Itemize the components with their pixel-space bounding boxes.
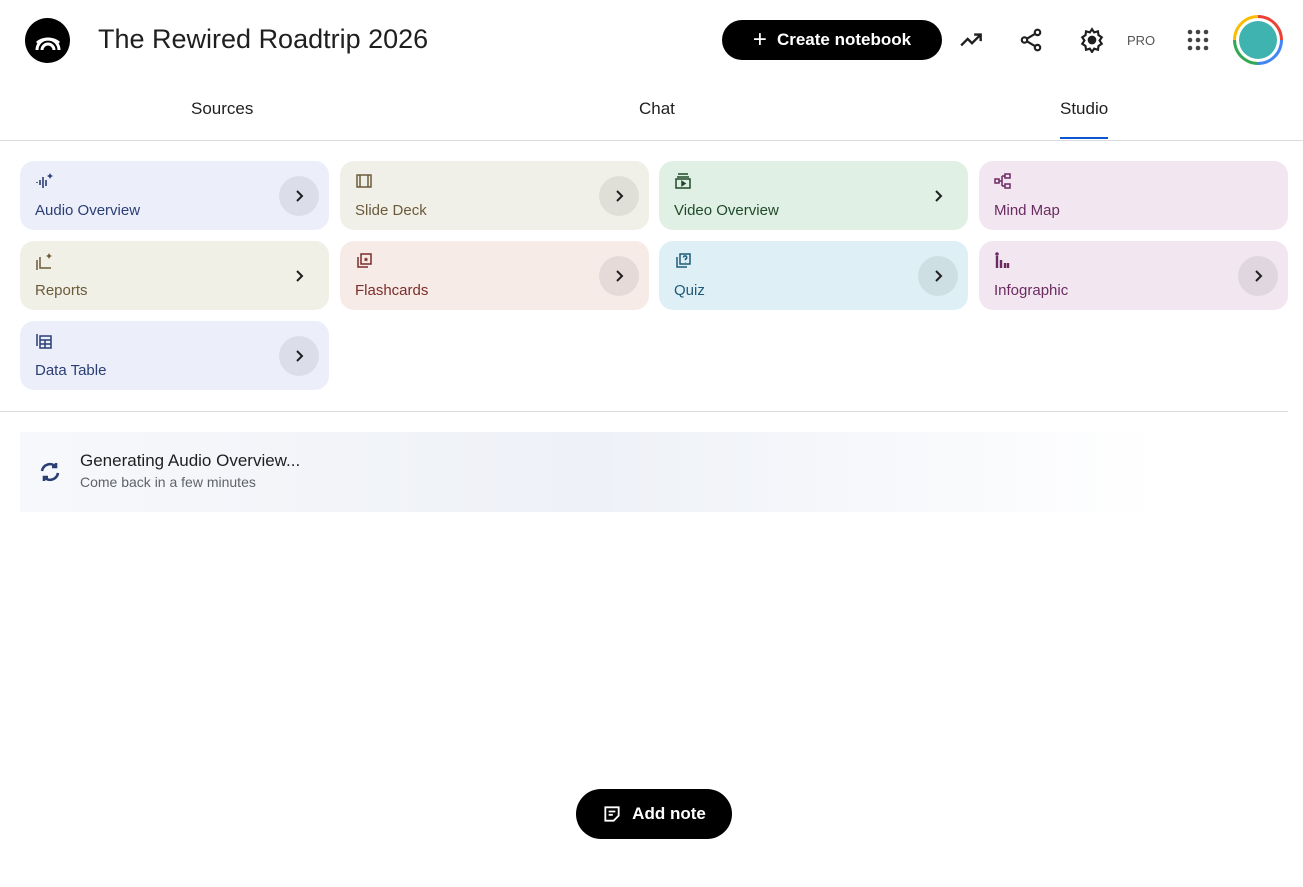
flashcards-icon xyxy=(357,253,372,268)
studio-tool-reports[interactable]: Reports xyxy=(20,241,329,310)
header: The Rewired Roadtrip 2026 + Create notebo… xyxy=(0,0,1303,80)
infographic-icon xyxy=(995,252,1010,268)
studio-tool-quiz[interactable]: Quiz xyxy=(659,241,968,310)
divider xyxy=(0,411,1288,412)
studio-tool-infographic[interactable]: Infographic xyxy=(979,241,1288,310)
pro-badge: PRO xyxy=(1127,33,1156,48)
chevron-right-icon[interactable] xyxy=(918,256,958,296)
studio-tool-label: Audio Overview xyxy=(35,202,141,219)
chevron-right-icon[interactable] xyxy=(1238,256,1278,296)
avatar[interactable] xyxy=(1233,15,1283,65)
create-notebook-label: Create notebook xyxy=(776,30,912,49)
studio-tool-label: Data Table xyxy=(35,362,107,379)
add-note-label: Add note xyxy=(632,804,706,823)
chevron-right-icon[interactable] xyxy=(599,256,639,296)
data-table-icon xyxy=(36,334,52,349)
generating-audio-overview-item: Generating Audio Overview... Come back i… xyxy=(20,432,1288,512)
tab-sources[interactable]: Sources xyxy=(191,99,254,118)
studio-tool-label: Infographic xyxy=(994,282,1069,299)
chevron-right-icon[interactable] xyxy=(279,256,319,296)
chevron-right-icon[interactable] xyxy=(918,176,958,216)
notebook-title[interactable]: The Rewired Roadtrip 2026 xyxy=(98,24,429,54)
chevron-right-icon[interactable] xyxy=(279,176,319,216)
chevron-right-icon[interactable] xyxy=(279,336,319,376)
chevron-right-icon[interactable] xyxy=(599,176,639,216)
settings-gear-icon[interactable] xyxy=(1078,26,1106,54)
studio-tool-mind-map[interactable]: Mind Map xyxy=(979,161,1288,230)
studio-tool-label: Video Overview xyxy=(674,202,779,219)
studio-tool-label: Slide Deck xyxy=(355,202,427,219)
mind-map-icon xyxy=(994,173,1011,189)
create-notebook-button[interactable]: + Create notebook xyxy=(722,20,942,60)
studio-tool-data-table[interactable]: Data Table xyxy=(20,321,329,390)
studio-tool-slide-deck[interactable]: Slide Deck xyxy=(340,161,649,230)
plus-icon: + xyxy=(752,26,767,53)
reports-sparkle-icon xyxy=(36,253,52,270)
studio-tool-flashcards[interactable]: Flashcards xyxy=(340,241,649,310)
studio-tool-label: Flashcards xyxy=(355,282,429,299)
studio-tool-audio-overview[interactable]: Audio Overview xyxy=(20,161,329,230)
note-icon xyxy=(604,806,620,822)
slides-icon xyxy=(356,174,372,188)
apps-grid-icon[interactable] xyxy=(1184,26,1212,54)
generating-subtitle: Come back in a few minutes xyxy=(80,474,256,490)
quiz-icon xyxy=(676,253,691,268)
sync-refresh-icon xyxy=(40,462,60,482)
audio-waveform-sparkle-icon xyxy=(36,173,53,188)
tab-bar: Sources Chat Studio xyxy=(0,80,1303,141)
add-note-button[interactable]: Add note xyxy=(576,789,732,839)
studio-tool-label: Quiz xyxy=(674,282,705,299)
video-icon xyxy=(675,173,691,189)
studio-tool-label: Reports xyxy=(35,282,88,299)
analytics-trend-icon[interactable] xyxy=(958,26,986,54)
tab-studio[interactable]: Studio xyxy=(1060,99,1109,139)
generating-title: Generating Audio Overview... xyxy=(80,451,301,470)
notebooklm-logo-icon[interactable] xyxy=(25,18,70,63)
share-icon[interactable] xyxy=(1017,26,1045,54)
tab-chat[interactable]: Chat xyxy=(639,99,675,118)
studio-tool-video-overview[interactable]: Video Overview xyxy=(659,161,968,230)
studio-tool-label: Mind Map xyxy=(994,202,1060,219)
